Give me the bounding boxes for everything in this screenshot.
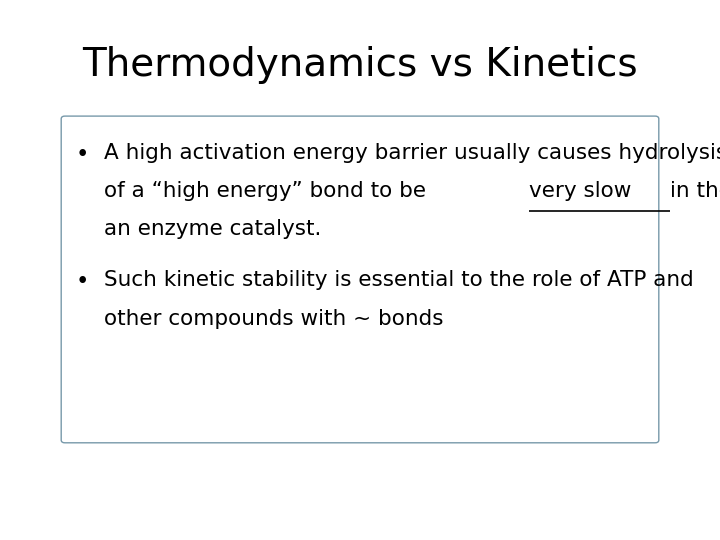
Text: Such kinetic stability is essential to the role of ATP and: Such kinetic stability is essential to t… xyxy=(104,270,694,290)
Text: Thermodynamics vs Kinetics: Thermodynamics vs Kinetics xyxy=(82,46,638,84)
Text: very slow: very slow xyxy=(528,181,638,201)
Text: •: • xyxy=(76,270,89,293)
Text: A high activation energy barrier usually causes hydrolysis: A high activation energy barrier usually… xyxy=(104,143,720,163)
FancyBboxPatch shape xyxy=(61,116,659,443)
Text: of a “high energy” bond to be: of a “high energy” bond to be xyxy=(104,181,433,201)
Text: an enzyme catalyst.: an enzyme catalyst. xyxy=(104,219,322,239)
Text: other compounds with ~ bonds: other compounds with ~ bonds xyxy=(104,309,444,329)
Text: in the absence of: in the absence of xyxy=(670,181,720,201)
Text: •: • xyxy=(76,143,89,166)
